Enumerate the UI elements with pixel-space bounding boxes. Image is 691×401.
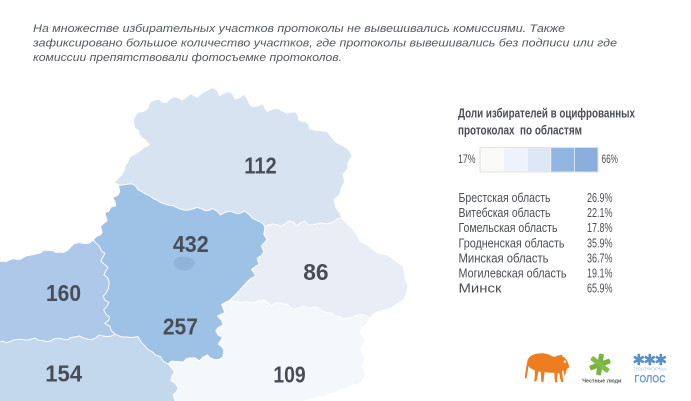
- svg-text:86: 86: [303, 259, 328, 285]
- svg-text:35.9%: 35.9%: [587, 235, 613, 250]
- svg-text:17%: 17%: [458, 152, 476, 166]
- svg-text:протоколах по областям: протоколах по областям: [458, 122, 582, 137]
- svg-text:ГОЛОС: ГОЛОС: [634, 374, 665, 386]
- svg-text:36.7%: 36.7%: [587, 250, 613, 265]
- svg-text:112: 112: [244, 152, 276, 178]
- svg-text:На множестве избирательных уча: На множестве избирательных участков прот…: [33, 23, 565, 35]
- svg-text:ПЛАТФОРМА: ПЛАТФОРМА: [634, 366, 667, 371]
- svg-text:Витебская область: Витебская область: [459, 205, 551, 220]
- svg-text:22.1%: 22.1%: [587, 205, 613, 220]
- svg-text:Брестская область: Брестская область: [459, 190, 551, 205]
- svg-text:Гродненская область: Гродненская область: [459, 235, 565, 250]
- svg-text:Минск: Минск: [459, 281, 502, 296]
- svg-text:66%: 66%: [602, 152, 619, 166]
- svg-text:432: 432: [173, 231, 209, 257]
- svg-text:109: 109: [273, 362, 305, 388]
- svg-text:26.9%: 26.9%: [587, 190, 613, 205]
- svg-text:Честные люди: Честные люди: [582, 378, 622, 384]
- svg-text:19.1%: 19.1%: [587, 266, 613, 281]
- svg-text:160: 160: [46, 280, 81, 306]
- svg-text:зафиксировано большое количест: зафиксировано большое количество участко…: [32, 38, 617, 50]
- svg-text:Минская область: Минская область: [459, 250, 549, 265]
- svg-text:257: 257: [163, 314, 198, 340]
- svg-text:Доли избирателей в оцифрованны: Доли избирателей в оцифрованных: [458, 105, 635, 120]
- svg-text:154: 154: [45, 360, 82, 386]
- svg-text:65.9%: 65.9%: [587, 281, 613, 296]
- svg-text:17.8%: 17.8%: [587, 220, 613, 235]
- svg-text:комиссии препятствовали фотосъ: комиссии препятствовали фотосъемке прото…: [33, 52, 342, 64]
- svg-text:Гомельская область: Гомельская область: [459, 220, 558, 235]
- svg-text:Могилевская область: Могилевская область: [459, 266, 567, 281]
